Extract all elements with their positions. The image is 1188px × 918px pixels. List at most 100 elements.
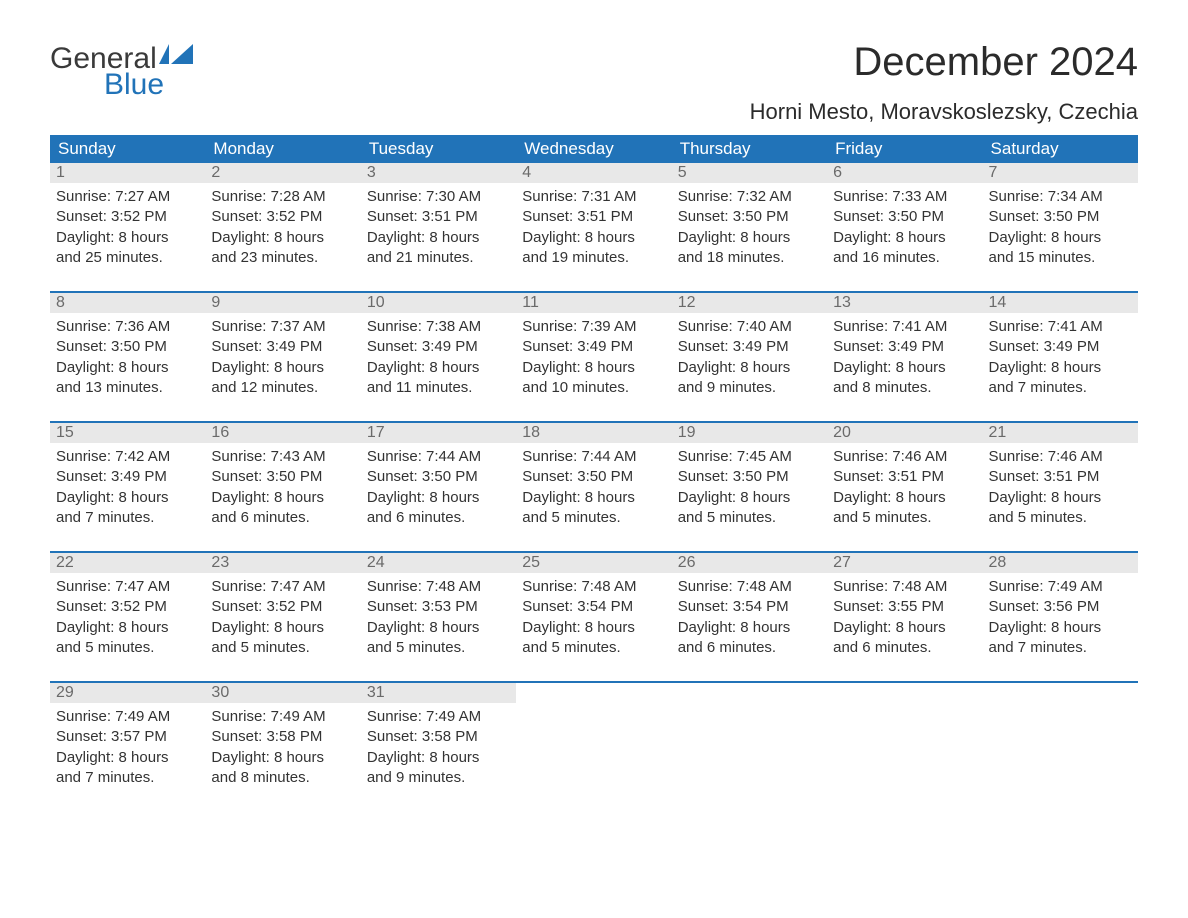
day-number: 12 bbox=[672, 293, 827, 313]
sunset-line: Sunset: 3:51 PM bbox=[989, 467, 1132, 487]
day-content: Sunrise: 7:37 AMSunset: 3:49 PMDaylight:… bbox=[205, 313, 360, 404]
daylight-line: and 6 minutes. bbox=[211, 508, 354, 528]
daylight-line: and 15 minutes. bbox=[989, 248, 1132, 268]
sunset-line: Sunset: 3:51 PM bbox=[522, 207, 665, 227]
day-number: 23 bbox=[205, 553, 360, 573]
day-number bbox=[516, 683, 671, 703]
day-content: Sunrise: 7:43 AMSunset: 3:50 PMDaylight:… bbox=[205, 443, 360, 534]
sunrise-line: Sunrise: 7:31 AM bbox=[522, 187, 665, 207]
day-number: 31 bbox=[361, 683, 516, 703]
day-content: Sunrise: 7:36 AMSunset: 3:50 PMDaylight:… bbox=[50, 313, 205, 404]
daylight-line: and 9 minutes. bbox=[678, 378, 821, 398]
sunrise-line: Sunrise: 7:48 AM bbox=[833, 577, 976, 597]
daylight-line: and 7 minutes. bbox=[56, 508, 199, 528]
calendar-day: 27Sunrise: 7:48 AMSunset: 3:55 PMDayligh… bbox=[827, 553, 982, 681]
sunrise-line: Sunrise: 7:46 AM bbox=[989, 447, 1132, 467]
day-number: 19 bbox=[672, 423, 827, 443]
sunrise-line: Sunrise: 7:42 AM bbox=[56, 447, 199, 467]
calendar-week: 29Sunrise: 7:49 AMSunset: 3:57 PMDayligh… bbox=[50, 681, 1138, 811]
daylight-line: and 12 minutes. bbox=[211, 378, 354, 398]
day-content: Sunrise: 7:48 AMSunset: 3:53 PMDaylight:… bbox=[361, 573, 516, 664]
daylight-line: Daylight: 8 hours bbox=[211, 488, 354, 508]
daylight-line: Daylight: 8 hours bbox=[56, 618, 199, 638]
sunrise-line: Sunrise: 7:41 AM bbox=[833, 317, 976, 337]
sunrise-line: Sunrise: 7:49 AM bbox=[989, 577, 1132, 597]
daylight-line: Daylight: 8 hours bbox=[367, 748, 510, 768]
day-content: Sunrise: 7:49 AMSunset: 3:58 PMDaylight:… bbox=[205, 703, 360, 794]
sunset-line: Sunset: 3:49 PM bbox=[833, 337, 976, 357]
sunrise-line: Sunrise: 7:28 AM bbox=[211, 187, 354, 207]
day-number: 20 bbox=[827, 423, 982, 443]
sunrise-line: Sunrise: 7:38 AM bbox=[367, 317, 510, 337]
daylight-line: Daylight: 8 hours bbox=[367, 228, 510, 248]
day-content: Sunrise: 7:48 AMSunset: 3:55 PMDaylight:… bbox=[827, 573, 982, 664]
sunset-line: Sunset: 3:52 PM bbox=[56, 207, 199, 227]
day-content: Sunrise: 7:40 AMSunset: 3:49 PMDaylight:… bbox=[672, 313, 827, 404]
daylight-line: Daylight: 8 hours bbox=[211, 358, 354, 378]
calendar-day: 30Sunrise: 7:49 AMSunset: 3:58 PMDayligh… bbox=[205, 683, 360, 811]
sunrise-line: Sunrise: 7:44 AM bbox=[522, 447, 665, 467]
calendar-day: 17Sunrise: 7:44 AMSunset: 3:50 PMDayligh… bbox=[361, 423, 516, 551]
daylight-line: Daylight: 8 hours bbox=[989, 228, 1132, 248]
day-number: 7 bbox=[983, 163, 1138, 183]
daylight-line: and 18 minutes. bbox=[678, 248, 821, 268]
day-number: 21 bbox=[983, 423, 1138, 443]
daylight-line: and 5 minutes. bbox=[367, 638, 510, 658]
day-number: 3 bbox=[361, 163, 516, 183]
weekday-header: Saturday bbox=[983, 135, 1138, 163]
weekday-header: Monday bbox=[205, 135, 360, 163]
daylight-line: Daylight: 8 hours bbox=[678, 228, 821, 248]
daylight-line: Daylight: 8 hours bbox=[56, 488, 199, 508]
calendar-day: 16Sunrise: 7:43 AMSunset: 3:50 PMDayligh… bbox=[205, 423, 360, 551]
daylight-line: Daylight: 8 hours bbox=[833, 488, 976, 508]
day-number: 10 bbox=[361, 293, 516, 313]
daylight-line: and 5 minutes. bbox=[522, 638, 665, 658]
weekday-header: Friday bbox=[827, 135, 982, 163]
daylight-line: Daylight: 8 hours bbox=[522, 358, 665, 378]
sunrise-line: Sunrise: 7:27 AM bbox=[56, 187, 199, 207]
day-number: 27 bbox=[827, 553, 982, 573]
daylight-line: Daylight: 8 hours bbox=[211, 618, 354, 638]
day-number: 28 bbox=[983, 553, 1138, 573]
daylight-line: and 11 minutes. bbox=[367, 378, 510, 398]
sunset-line: Sunset: 3:52 PM bbox=[211, 207, 354, 227]
daylight-line: and 6 minutes. bbox=[367, 508, 510, 528]
sunrise-line: Sunrise: 7:37 AM bbox=[211, 317, 354, 337]
calendar-day bbox=[827, 683, 982, 811]
calendar-day: 18Sunrise: 7:44 AMSunset: 3:50 PMDayligh… bbox=[516, 423, 671, 551]
sunset-line: Sunset: 3:51 PM bbox=[367, 207, 510, 227]
sunset-line: Sunset: 3:49 PM bbox=[367, 337, 510, 357]
daylight-line: and 5 minutes. bbox=[989, 508, 1132, 528]
day-number: 5 bbox=[672, 163, 827, 183]
day-content: Sunrise: 7:33 AMSunset: 3:50 PMDaylight:… bbox=[827, 183, 982, 274]
title-block: December 2024 Horni Mesto, Moravskoslezs… bbox=[750, 40, 1138, 125]
sunset-line: Sunset: 3:50 PM bbox=[989, 207, 1132, 227]
day-content: Sunrise: 7:34 AMSunset: 3:50 PMDaylight:… bbox=[983, 183, 1138, 274]
sunset-line: Sunset: 3:53 PM bbox=[367, 597, 510, 617]
day-number: 11 bbox=[516, 293, 671, 313]
sunset-line: Sunset: 3:58 PM bbox=[367, 727, 510, 747]
daylight-line: Daylight: 8 hours bbox=[522, 228, 665, 248]
calendar-day: 14Sunrise: 7:41 AMSunset: 3:49 PMDayligh… bbox=[983, 293, 1138, 421]
sunrise-line: Sunrise: 7:39 AM bbox=[522, 317, 665, 337]
weekday-header-row: Sunday Monday Tuesday Wednesday Thursday… bbox=[50, 135, 1138, 163]
daylight-line: Daylight: 8 hours bbox=[56, 358, 199, 378]
sunset-line: Sunset: 3:50 PM bbox=[56, 337, 199, 357]
calendar-day: 22Sunrise: 7:47 AMSunset: 3:52 PMDayligh… bbox=[50, 553, 205, 681]
sunrise-line: Sunrise: 7:48 AM bbox=[522, 577, 665, 597]
day-content: Sunrise: 7:41 AMSunset: 3:49 PMDaylight:… bbox=[983, 313, 1138, 404]
day-content: Sunrise: 7:41 AMSunset: 3:49 PMDaylight:… bbox=[827, 313, 982, 404]
sunrise-line: Sunrise: 7:47 AM bbox=[211, 577, 354, 597]
calendar-day: 24Sunrise: 7:48 AMSunset: 3:53 PMDayligh… bbox=[361, 553, 516, 681]
daylight-line: Daylight: 8 hours bbox=[833, 228, 976, 248]
daylight-line: Daylight: 8 hours bbox=[678, 618, 821, 638]
calendar-day: 4Sunrise: 7:31 AMSunset: 3:51 PMDaylight… bbox=[516, 163, 671, 291]
sunset-line: Sunset: 3:50 PM bbox=[522, 467, 665, 487]
calendar-day: 29Sunrise: 7:49 AMSunset: 3:57 PMDayligh… bbox=[50, 683, 205, 811]
day-content: Sunrise: 7:46 AMSunset: 3:51 PMDaylight:… bbox=[827, 443, 982, 534]
daylight-line: Daylight: 8 hours bbox=[522, 618, 665, 638]
sunset-line: Sunset: 3:55 PM bbox=[833, 597, 976, 617]
calendar-week: 15Sunrise: 7:42 AMSunset: 3:49 PMDayligh… bbox=[50, 421, 1138, 551]
daylight-line: and 8 minutes. bbox=[211, 768, 354, 788]
calendar-day: 5Sunrise: 7:32 AMSunset: 3:50 PMDaylight… bbox=[672, 163, 827, 291]
